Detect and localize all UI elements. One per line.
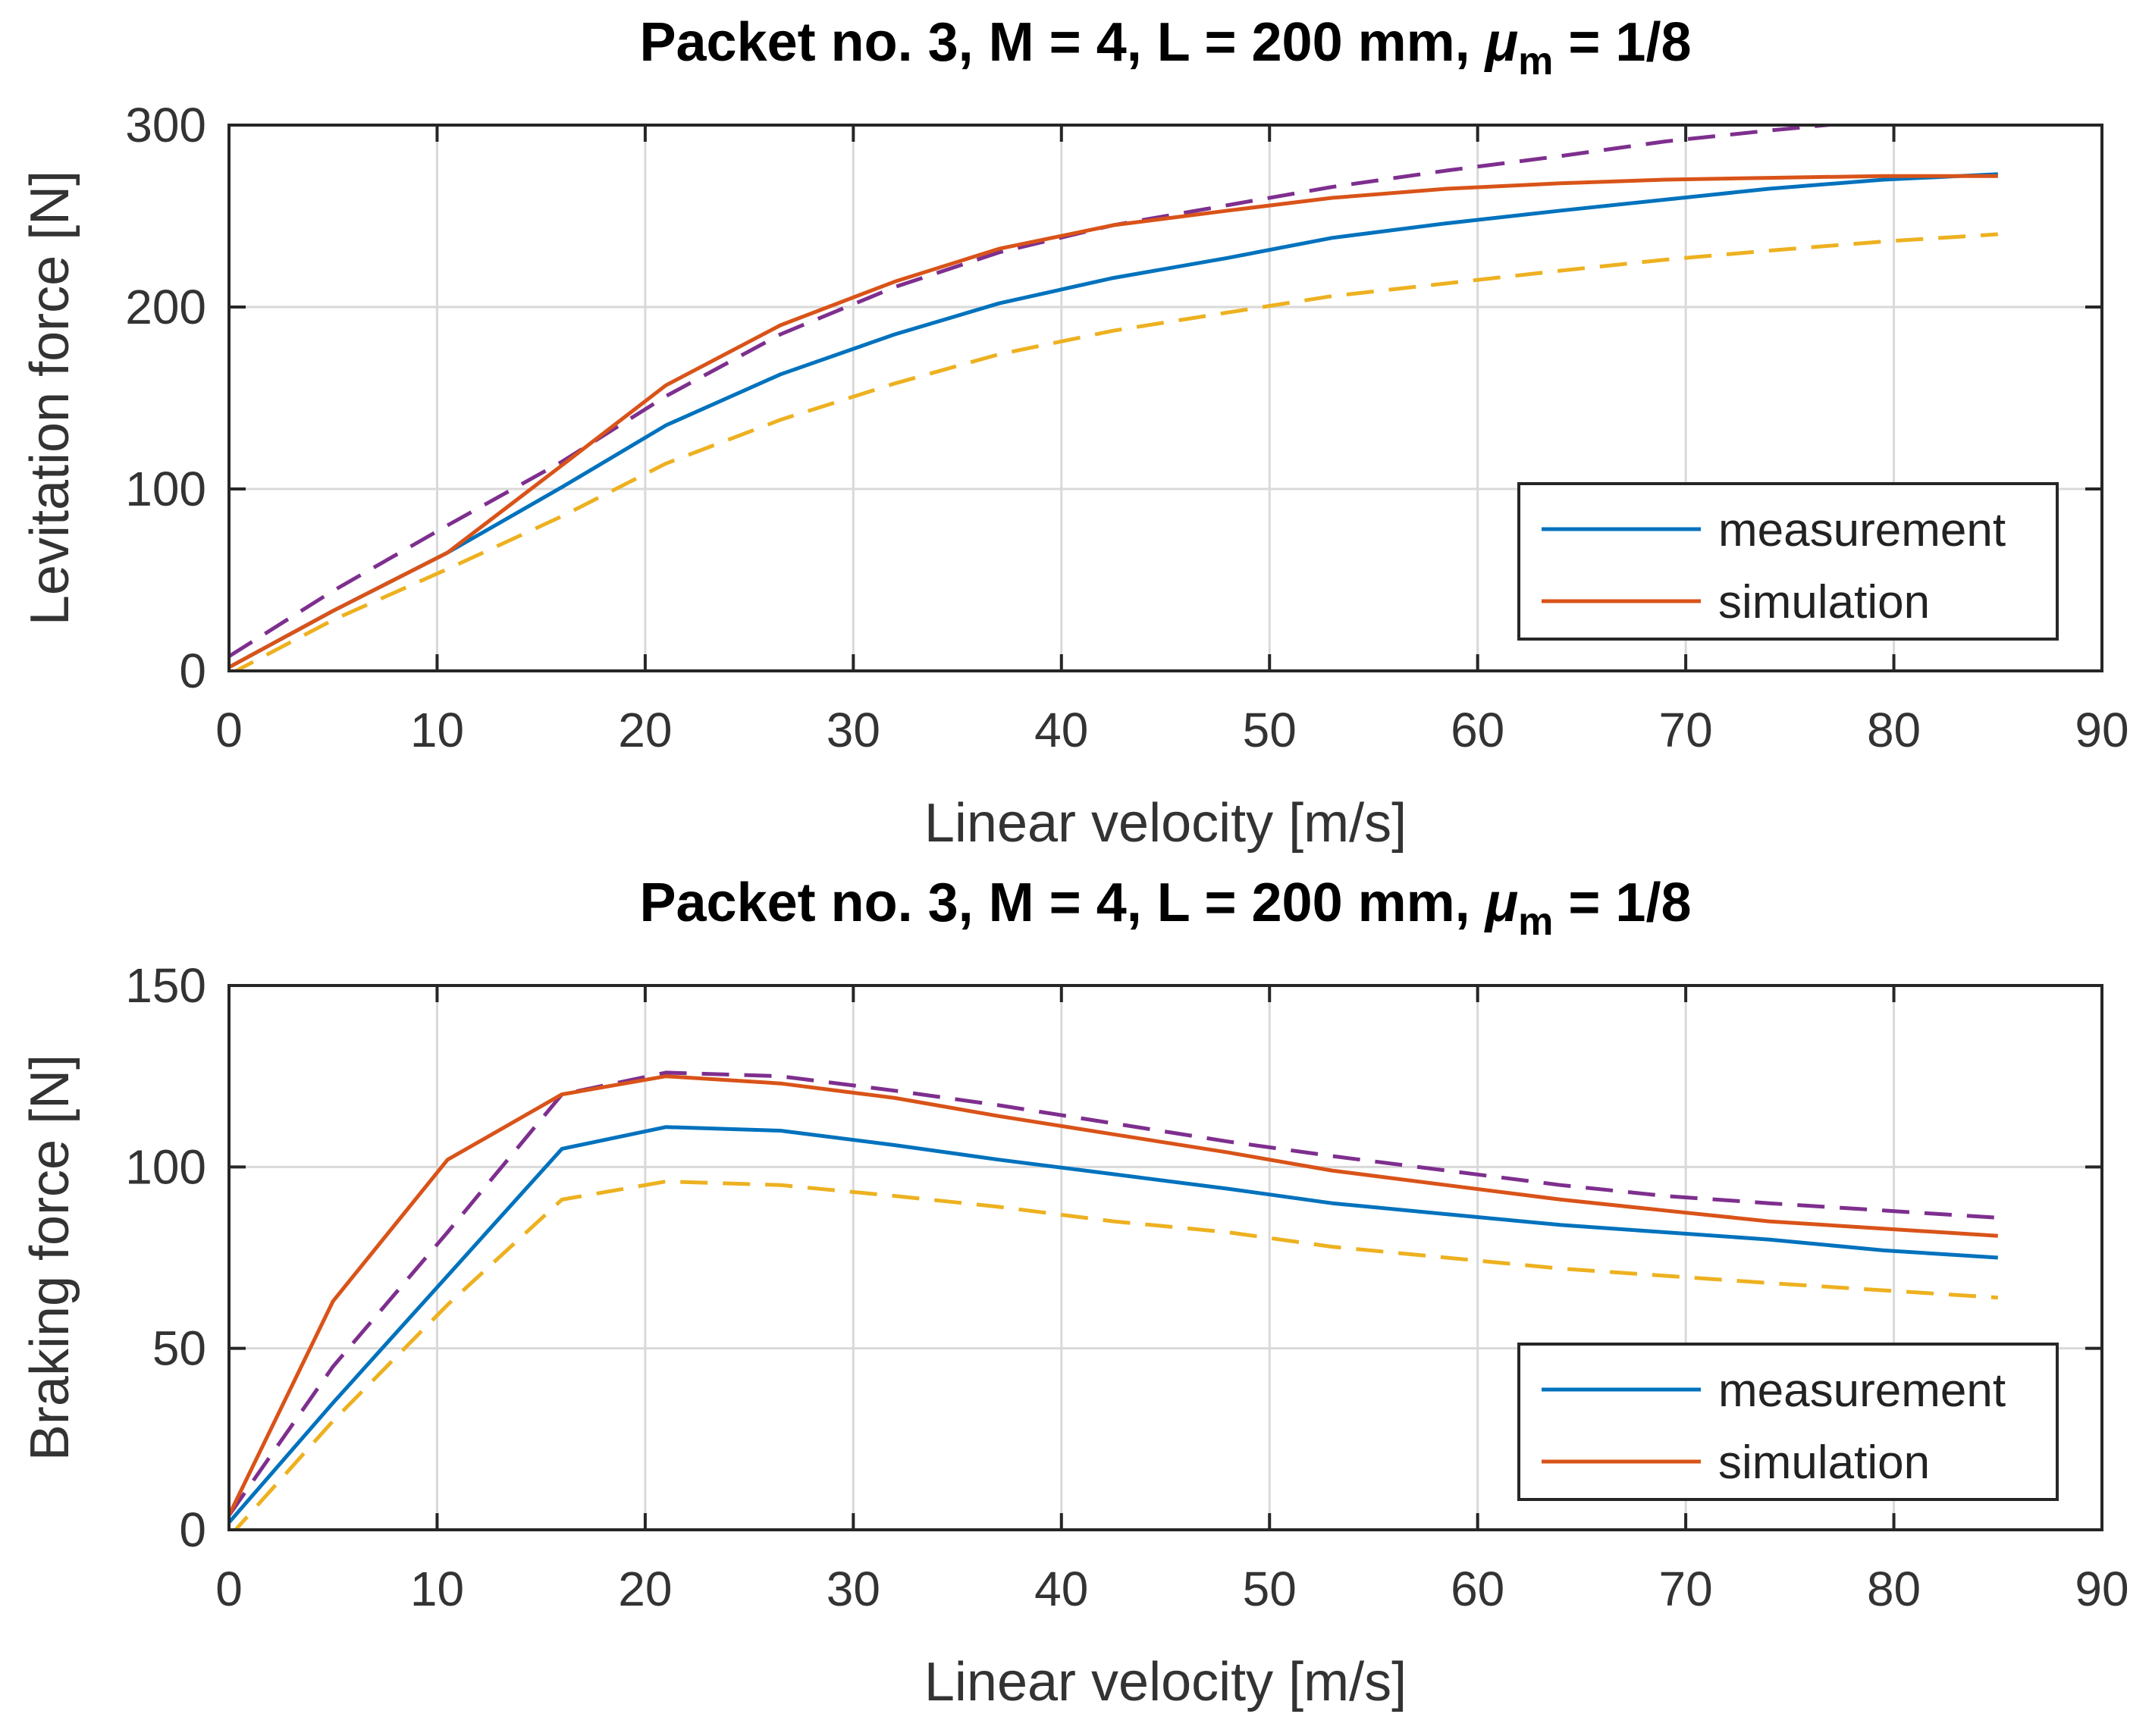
series-group	[229, 125, 1998, 671]
series-line-yellow-dashed	[231, 232, 1998, 671]
x-tick-label: 60	[1451, 703, 1504, 757]
legend-label-simulation: simulation	[1718, 576, 1930, 628]
chart-title-subscript: m	[1518, 39, 1553, 83]
series-line-measurement	[229, 172, 1998, 669]
y-tick-label: 0	[179, 644, 206, 698]
chart-title-suffix: = 1/8	[1553, 873, 1691, 933]
x-tick-label: 10	[410, 703, 464, 757]
series-group	[229, 1070, 1998, 1530]
legend-box	[1517, 482, 2059, 641]
legend-label-measurement: measurement	[1718, 504, 2006, 556]
legend-label-measurement: measurement	[1718, 1365, 2006, 1417]
y-tick-label: 150	[125, 958, 206, 1013]
legend: measurement simulation	[1517, 482, 2059, 641]
x-tick-label: 80	[1867, 703, 1921, 757]
x-tick-label: 90	[2075, 703, 2128, 757]
levitation-force-panel: Packet no. 3, M = 4, L = 200 mm, μm = 1/…	[20, 12, 2129, 854]
chart-title-symbol: μ	[1484, 12, 1518, 73]
y-tick-label: 100	[125, 462, 206, 516]
series-line-simulation	[229, 174, 1998, 669]
y-axis-label: Braking force [N]	[20, 1054, 80, 1461]
x-tick-label: 90	[2075, 1562, 2128, 1616]
y-tick-label: 200	[125, 280, 206, 334]
chart-title-symbol: μ	[1484, 873, 1518, 933]
x-axis-label: Linear velocity [m/s]	[924, 1652, 1407, 1712]
y-tick-label: 100	[125, 1139, 206, 1194]
x-tick-label: 10	[410, 1562, 464, 1616]
chart-title-subscript: m	[1518, 900, 1553, 944]
x-tick-label: 50	[1243, 703, 1297, 757]
x-tick-label: 30	[827, 703, 880, 757]
x-tick-label: 40	[1034, 1562, 1088, 1616]
series-line-measurement	[229, 1125, 1998, 1524]
x-tick-label: 0	[215, 1562, 243, 1616]
legend-label-simulation: simulation	[1718, 1437, 1930, 1489]
series-line-simulation	[229, 1074, 1998, 1516]
y-axis-label: Levitation force [N]	[20, 171, 80, 625]
x-tick-label: 30	[827, 1562, 880, 1616]
x-tick-label: 20	[618, 1562, 672, 1616]
series-line-purple-dashed	[229, 1070, 1998, 1517]
x-axis-label: Linear velocity [m/s]	[924, 793, 1407, 854]
x-tick-label: 40	[1034, 703, 1088, 757]
x-tick-label: 70	[1659, 703, 1713, 757]
chart-title-suffix: = 1/8	[1553, 12, 1691, 73]
chart-title-main: Packet no. 3, M = 4, L = 200 mm,	[639, 873, 1485, 933]
chart-title: Packet no. 3, M = 4, L = 200 mm, μm = 1/…	[639, 12, 1691, 83]
x-tick-label: 20	[618, 703, 672, 757]
legend-box	[1517, 1343, 2059, 1501]
x-tick-label: 0	[215, 703, 243, 757]
y-tick-label: 50	[152, 1321, 206, 1376]
x-tick-label: 80	[1867, 1562, 1921, 1616]
x-tick-label: 50	[1243, 1562, 1297, 1616]
x-tick-label: 70	[1659, 1562, 1713, 1616]
chart-title-main: Packet no. 3, M = 4, L = 200 mm,	[639, 12, 1485, 73]
axes-box	[227, 124, 2103, 672]
y-tick-label: 300	[125, 98, 206, 152]
y-tick-label: 0	[179, 1503, 206, 1557]
legend: measurement simulation	[1517, 1343, 2059, 1501]
series-line-yellow-dashed	[233, 1180, 1998, 1530]
braking-force-panel: Packet no. 3, M = 4, L = 200 mm, μm = 1/…	[20, 873, 2129, 1712]
axes-box	[227, 984, 2103, 1531]
chart-title: Packet no. 3, M = 4, L = 200 mm, μm = 1/…	[639, 873, 1691, 944]
x-tick-label: 60	[1451, 1562, 1504, 1616]
